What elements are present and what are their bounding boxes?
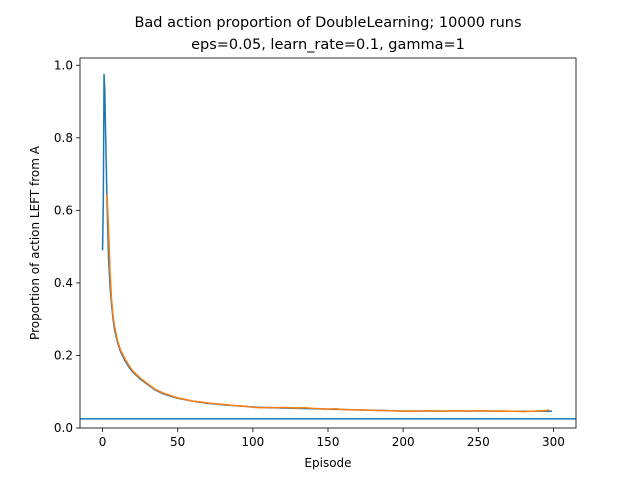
y-tick-label: 0.8: [54, 131, 73, 145]
chart-subtitle: eps=0.05, learn_rate=0.1, gamma=1: [191, 37, 465, 53]
y-tick-label: 0.0: [54, 421, 73, 435]
x-tick-label: 250: [467, 435, 490, 449]
x-tick-label: 50: [170, 435, 185, 449]
x-tick-label: 100: [241, 435, 264, 449]
x-tick-label: 200: [392, 435, 415, 449]
y-tick-label: 1.0: [54, 58, 73, 72]
y-axis-ticks: 0.0 0.2 0.4 0.6 0.8 1.0: [54, 58, 80, 435]
x-axis-label: Episode: [304, 456, 351, 470]
y-tick-label: 0.2: [54, 348, 73, 362]
x-axis-ticks: 0 50 100 150 200 250 300: [99, 428, 565, 449]
plot-area: [80, 58, 576, 428]
x-tick-label: 300: [542, 435, 565, 449]
y-axis-label: Proportion of action LEFT from A: [28, 145, 42, 340]
plot-content: [80, 73, 576, 420]
chart-title: Bad action proportion of DoubleLearning;…: [134, 15, 521, 31]
x-tick-label: 150: [317, 435, 340, 449]
x-tick-label: 0: [99, 435, 107, 449]
y-tick-label: 0.4: [54, 276, 73, 290]
y-tick-label: 0.6: [54, 203, 73, 217]
series-line-2: [106, 193, 550, 413]
